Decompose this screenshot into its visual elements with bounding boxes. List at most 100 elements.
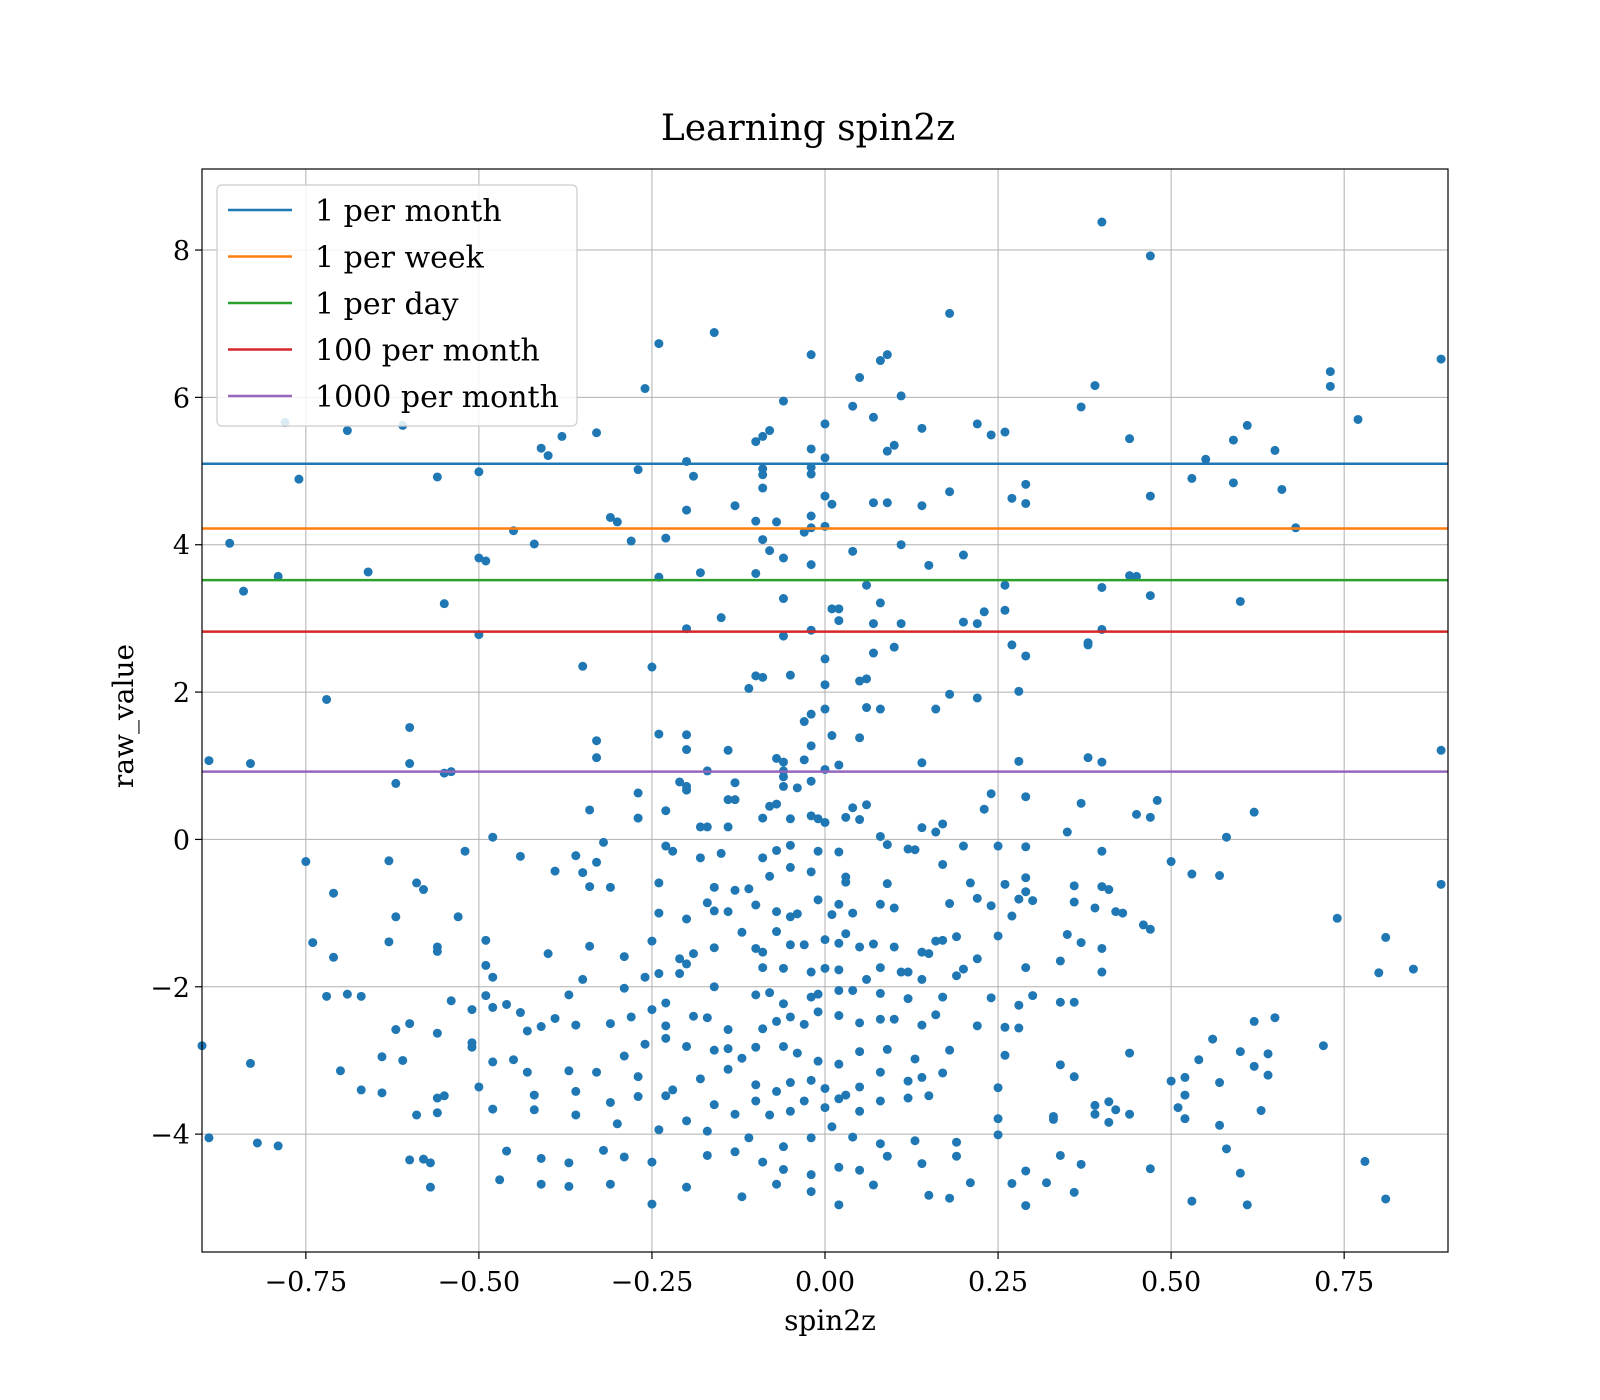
scatter-point bbox=[785, 1012, 795, 1022]
scatter-point bbox=[772, 1086, 782, 1096]
scatter-point bbox=[952, 1137, 962, 1147]
scatter-point bbox=[474, 1082, 484, 1092]
scatter-point bbox=[848, 985, 858, 995]
scatter-point bbox=[855, 733, 865, 743]
scatter-point bbox=[682, 781, 692, 791]
plot-frame bbox=[201, 168, 1449, 1253]
scatter-point bbox=[1028, 896, 1038, 906]
scatter-point bbox=[862, 580, 872, 590]
scatter-point bbox=[682, 730, 692, 740]
scatter-point bbox=[778, 553, 788, 563]
scatter-point bbox=[945, 487, 955, 497]
scatter-point bbox=[772, 927, 782, 937]
scatter-point bbox=[1021, 842, 1031, 852]
scatter-point bbox=[543, 451, 553, 461]
scatter-point bbox=[1436, 354, 1446, 364]
scatter-point bbox=[474, 553, 484, 563]
x-tick-label: 0.75 bbox=[1314, 1267, 1374, 1298]
scatter-point bbox=[1042, 1178, 1052, 1188]
scatter-point bbox=[1097, 882, 1107, 892]
scatter-point bbox=[972, 693, 982, 703]
scatter-point bbox=[1007, 911, 1017, 921]
scatter-point bbox=[702, 1013, 712, 1023]
scatter-point bbox=[889, 1014, 899, 1024]
scatter-point bbox=[1014, 756, 1024, 766]
scatter-point bbox=[1180, 1072, 1190, 1082]
scatter-point bbox=[758, 947, 768, 957]
scatter-point bbox=[841, 877, 851, 887]
scatter-point bbox=[1097, 757, 1107, 767]
scatter-point bbox=[765, 426, 775, 436]
scatter-point bbox=[1021, 873, 1031, 883]
scatter-point bbox=[875, 963, 885, 973]
scatter-point bbox=[758, 431, 768, 441]
scatter-point bbox=[1187, 473, 1197, 483]
threshold-lines bbox=[202, 462, 1448, 773]
scatter-point bbox=[1145, 924, 1155, 934]
scatter-point bbox=[1138, 920, 1148, 930]
scatter-point bbox=[896, 967, 906, 977]
scatter-point bbox=[806, 625, 816, 635]
scatter-point bbox=[785, 814, 795, 824]
scatter-point bbox=[806, 741, 816, 751]
scatter-point bbox=[481, 935, 491, 945]
scatter-point bbox=[709, 982, 719, 992]
scatter-point bbox=[1007, 1178, 1017, 1188]
scatter-point bbox=[322, 991, 332, 1001]
scatter-point bbox=[931, 936, 941, 946]
scatter-point bbox=[979, 607, 989, 617]
scatter-point bbox=[820, 935, 830, 945]
scatter-point bbox=[1007, 640, 1017, 650]
scatter-point bbox=[1069, 997, 1079, 1007]
scatter-point bbox=[924, 949, 934, 959]
scatter-point bbox=[834, 985, 844, 995]
scatter-point bbox=[564, 1158, 574, 1168]
scatter-point bbox=[931, 704, 941, 714]
scatter-point bbox=[1180, 1114, 1190, 1124]
scatter-point bbox=[917, 758, 927, 768]
scatter-point bbox=[391, 1025, 401, 1035]
scatter-point bbox=[778, 999, 788, 1009]
scatter-point bbox=[938, 859, 948, 869]
scatter-point bbox=[1055, 956, 1065, 966]
scatter-point bbox=[605, 1179, 615, 1189]
scatter-point bbox=[778, 757, 788, 767]
scatter-point bbox=[1221, 832, 1231, 842]
scatter-point bbox=[1097, 217, 1107, 227]
scatter-point bbox=[647, 1157, 657, 1167]
scatter-point bbox=[425, 1158, 435, 1168]
scatter-point bbox=[273, 1141, 283, 1151]
scatter-point bbox=[1270, 445, 1280, 455]
scatter-point bbox=[1076, 1159, 1086, 1169]
scatter-point bbox=[619, 1152, 629, 1162]
scatter-point bbox=[488, 1104, 498, 1114]
y-tick-label: 6 bbox=[173, 383, 190, 414]
scatter-point bbox=[605, 512, 615, 522]
scatter-point bbox=[529, 1090, 539, 1100]
scatter-point bbox=[377, 1052, 387, 1062]
scatter-point bbox=[543, 949, 553, 959]
scatter-point bbox=[758, 1157, 768, 1167]
scatter-point bbox=[993, 841, 1003, 851]
scatter-point bbox=[862, 703, 872, 713]
scatter-point bbox=[1021, 887, 1031, 897]
scatter-point bbox=[723, 795, 733, 805]
scatter-point bbox=[585, 941, 595, 951]
scatter-point bbox=[806, 992, 816, 1002]
legend-label: 1000 per month bbox=[315, 380, 559, 415]
scatter-point bbox=[820, 1103, 830, 1113]
scatter-point bbox=[772, 845, 782, 855]
scatter-point bbox=[820, 453, 830, 463]
scatter-point bbox=[709, 906, 719, 916]
scatter-point bbox=[1069, 897, 1079, 907]
legend-box bbox=[216, 184, 578, 427]
scatter-point bbox=[1021, 963, 1031, 973]
scatter-point bbox=[1132, 571, 1141, 581]
scatter-point bbox=[751, 1042, 761, 1052]
scatter-point bbox=[592, 428, 602, 438]
scatter-point bbox=[1048, 1114, 1058, 1124]
scatter-point bbox=[772, 799, 782, 809]
scatter-point bbox=[682, 745, 692, 755]
scatter-point bbox=[979, 804, 989, 814]
scatter-point bbox=[806, 1170, 816, 1180]
